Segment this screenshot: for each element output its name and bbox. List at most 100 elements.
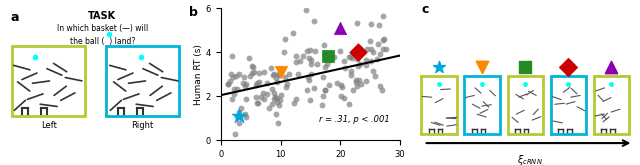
Point <box>360 64 371 67</box>
Point <box>361 58 371 61</box>
Text: b: b <box>189 6 197 19</box>
Text: Right: Right <box>132 121 154 130</box>
Point <box>352 85 362 88</box>
Point <box>373 43 383 45</box>
Point <box>321 89 331 92</box>
Point <box>372 58 382 61</box>
Point <box>368 70 378 72</box>
Point <box>266 66 276 69</box>
Point <box>353 51 364 54</box>
Point <box>312 62 323 65</box>
Point <box>225 80 236 83</box>
Text: a: a <box>10 11 19 24</box>
Point <box>276 93 286 96</box>
Point <box>353 79 364 82</box>
Point <box>269 98 279 100</box>
Point <box>231 75 241 77</box>
Point <box>262 82 272 85</box>
Point <box>288 32 298 35</box>
Point <box>275 98 285 101</box>
Point <box>377 88 387 91</box>
Point <box>305 48 315 51</box>
Point <box>253 102 264 104</box>
Point <box>339 97 349 99</box>
Point <box>332 82 342 84</box>
Text: Left: Left <box>41 121 56 130</box>
Point <box>348 89 358 92</box>
Point <box>336 95 346 98</box>
Point <box>223 83 233 86</box>
Point <box>249 71 259 74</box>
Text: In which basket (—) will: In which basket (—) will <box>57 24 148 33</box>
FancyBboxPatch shape <box>550 76 586 134</box>
Point <box>352 58 362 60</box>
Point <box>253 71 264 74</box>
Point <box>351 78 362 81</box>
Y-axis label: Human RT (s): Human RT (s) <box>194 44 203 105</box>
Point <box>346 69 356 72</box>
Point <box>274 74 284 77</box>
Point <box>563 66 573 68</box>
Point <box>229 92 239 95</box>
Point <box>234 111 244 114</box>
Point <box>366 48 376 51</box>
Point <box>239 76 250 78</box>
Point <box>284 73 294 76</box>
Point <box>307 72 317 75</box>
Point <box>241 113 251 116</box>
Point <box>344 103 354 105</box>
Point <box>273 121 283 124</box>
Point <box>227 98 237 100</box>
Point <box>252 102 262 105</box>
Point <box>324 84 334 87</box>
Point <box>335 27 346 29</box>
Point <box>271 77 281 79</box>
Point <box>303 76 313 78</box>
Point <box>234 73 244 76</box>
Point <box>362 48 372 51</box>
Point <box>228 76 238 79</box>
Point <box>374 85 385 87</box>
Point <box>241 98 252 100</box>
Point <box>319 43 329 46</box>
Point <box>268 92 278 94</box>
Point <box>273 97 283 99</box>
Point <box>335 49 345 52</box>
Point <box>378 39 388 42</box>
Point <box>340 67 350 70</box>
Point <box>323 54 333 57</box>
Point <box>247 64 257 67</box>
Point <box>301 89 312 92</box>
Point <box>264 107 274 110</box>
FancyBboxPatch shape <box>106 46 179 116</box>
Point <box>381 48 391 50</box>
Point <box>267 88 277 90</box>
Point <box>232 87 242 90</box>
Point <box>351 81 361 83</box>
Point <box>324 55 335 57</box>
Point <box>477 66 487 68</box>
Point <box>378 48 388 50</box>
Point <box>272 101 282 103</box>
Point <box>346 55 356 57</box>
Point <box>244 75 255 78</box>
Point <box>302 50 312 52</box>
Point <box>292 72 303 75</box>
Point <box>306 63 316 65</box>
Point <box>275 71 285 73</box>
Text: the ball (  ) land?: the ball ( ) land? <box>70 37 135 46</box>
Point <box>248 65 258 68</box>
FancyBboxPatch shape <box>465 76 500 134</box>
Point <box>234 122 244 124</box>
Point <box>232 115 243 117</box>
Point <box>271 112 281 115</box>
Point <box>378 15 388 17</box>
Point <box>319 66 330 68</box>
Point <box>337 86 347 88</box>
Point <box>268 74 278 76</box>
Point <box>309 19 319 22</box>
Point <box>279 51 289 54</box>
Point <box>328 56 339 59</box>
Point <box>352 21 362 24</box>
Point <box>229 87 239 90</box>
